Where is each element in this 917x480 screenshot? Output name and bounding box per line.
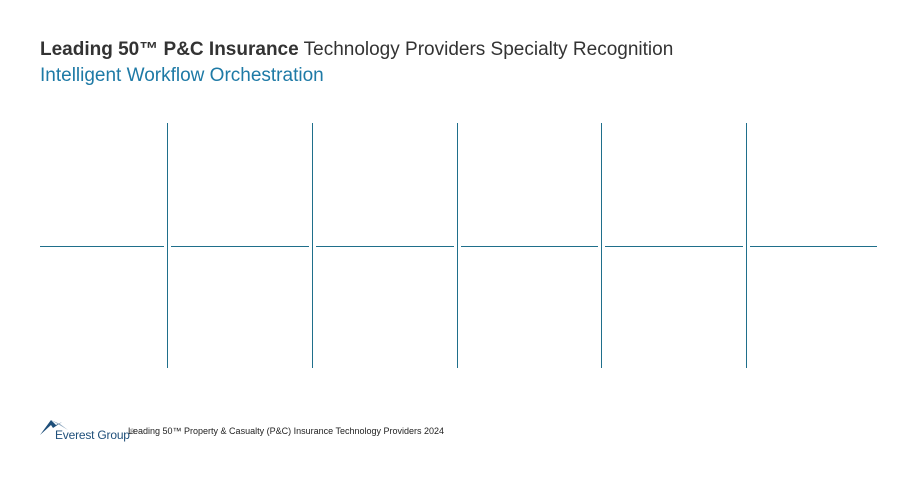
registered-mark: ® [129,429,135,436]
page-title-regular: Technology Providers Specialty Recogniti… [298,39,674,60]
mountain-peak-icon [40,420,68,435]
page-subtitle: Intelligent Workflow Orchestration [40,65,324,86]
grid-divider-vertical [457,123,458,368]
grid-divider-horizontal [750,246,877,247]
grid-divider-horizontal [171,246,309,247]
footer: Everest Group® Leading 50™ Property & Ca… [40,416,445,442]
page-title-bold: Leading 50™ P&C Insurance [40,39,299,60]
grid-divider-horizontal [316,246,454,247]
grid-divider-vertical [167,123,168,368]
page-title: Leading 50™ P&C Insurance Technology Pro… [40,38,673,62]
grid-divider-vertical [312,123,313,368]
everest-group-logo: Everest Group® [40,416,135,442]
grid-divider-vertical [746,123,747,368]
grid-divider-horizontal [461,246,598,247]
grid-divider-horizontal [605,246,743,247]
grid-divider-vertical [601,123,602,368]
grid-divider-horizontal [40,246,164,247]
logo-text: Everest Group® [55,426,135,442]
logo-wordmark: Everest Group [55,428,130,442]
footer-report-title: Leading 50™ Property & Casualty (P&C) In… [128,426,445,436]
